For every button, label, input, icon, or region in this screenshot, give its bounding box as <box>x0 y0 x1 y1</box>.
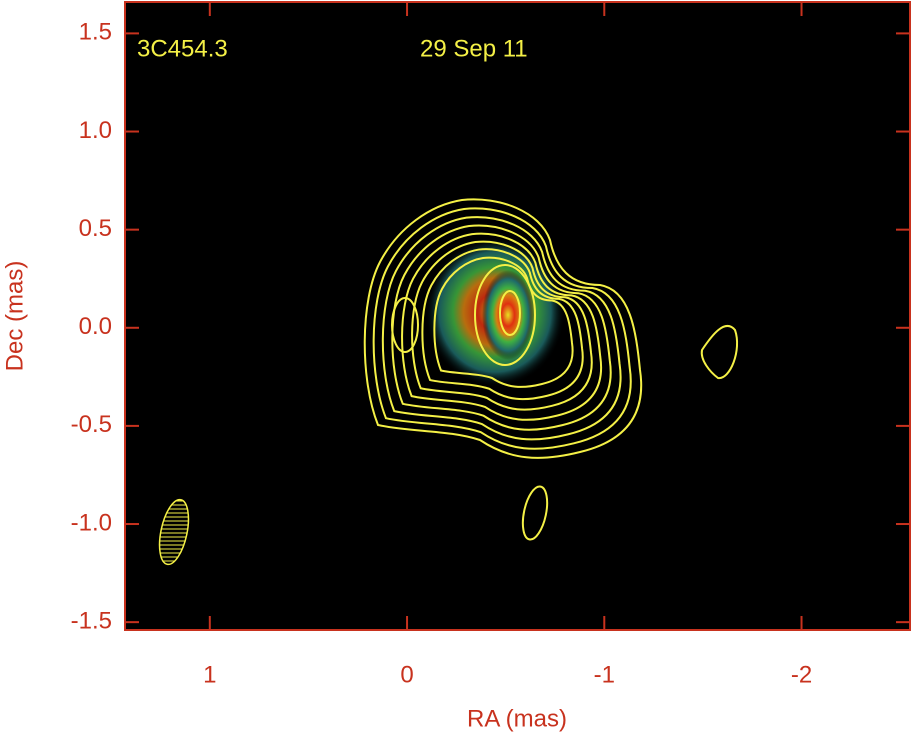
contour <box>434 258 572 387</box>
y-tick-label: -1.0 <box>71 509 112 536</box>
y-tick-label: -1.5 <box>71 607 112 634</box>
y-tick-label: 1.0 <box>79 117 112 144</box>
y-tick-label: 0.5 <box>79 215 112 242</box>
contour <box>521 485 549 541</box>
y-tick-label: 1.5 <box>79 19 112 46</box>
contour <box>474 264 536 366</box>
x-tick-label: 1 <box>203 661 216 688</box>
x-tick-label: 0 <box>400 661 413 688</box>
plot-frame <box>124 1 911 631</box>
contour <box>383 217 621 439</box>
contour <box>402 234 601 420</box>
contours <box>365 199 739 541</box>
x-axis-label: RA (mas) <box>467 705 567 732</box>
contour <box>412 242 592 410</box>
x-tick-label: -2 <box>791 661 812 688</box>
date-label: 29 Sep 11 <box>420 35 528 62</box>
y-tick-label: -0.5 <box>71 411 112 438</box>
contour <box>391 297 419 353</box>
contour <box>374 208 631 448</box>
y-tick-label: 0.0 <box>79 313 112 340</box>
contour <box>392 226 610 430</box>
contour <box>700 324 739 379</box>
contour <box>499 290 521 336</box>
contour <box>422 249 582 399</box>
x-tick-label: -1 <box>594 661 615 688</box>
contour <box>365 199 641 457</box>
source-name: 3C454.3 <box>137 35 228 62</box>
y-axis-label: Dec (mas) <box>1 261 28 372</box>
